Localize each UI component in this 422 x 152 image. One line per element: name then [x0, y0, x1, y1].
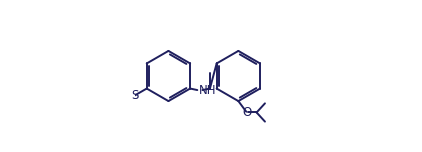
- Text: S: S: [131, 89, 138, 102]
- Text: NH: NH: [198, 84, 216, 97]
- Text: O: O: [242, 106, 252, 119]
